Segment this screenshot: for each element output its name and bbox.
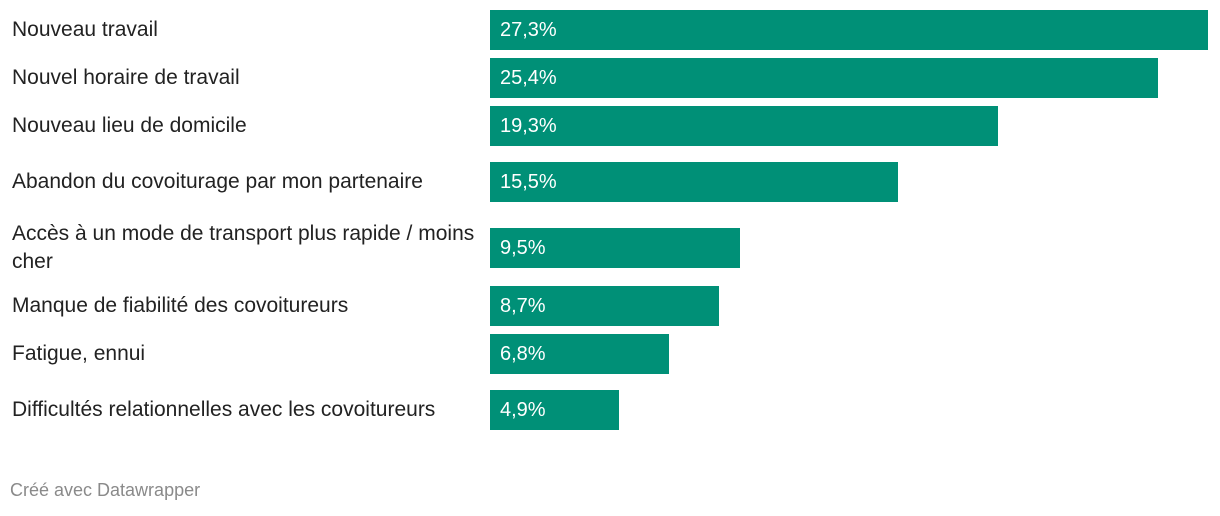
value-label: 19,3% (500, 115, 557, 137)
category-label: Fatigue, ennui (12, 342, 146, 365)
value-label: 15,5% (500, 171, 557, 193)
category-label: Nouvel horaire de travail (12, 66, 240, 89)
bar: 19,3% (490, 106, 998, 146)
category-label: Manque de fiabilité des covoitureurs (12, 294, 349, 317)
category-label: Nouveau travail (12, 18, 158, 41)
category-label: Difficultés relationnelles avec les covo… (12, 398, 436, 421)
value-label: 4,9% (500, 399, 546, 421)
category-label: Accès à un mode de transport plus rapide… (12, 222, 475, 273)
bar: 15,5% (490, 162, 898, 202)
value-label: 6,8% (500, 343, 546, 365)
bar-chart: Nouveau travail 27,3% Nouvel horaire de tr… (12, 10, 1208, 430)
credit-text: Créé avec Datawrapper (10, 480, 201, 500)
bar: 27,3% (490, 10, 1208, 50)
value-label: 27,3% (500, 19, 557, 41)
bar: 6,8% (490, 334, 669, 374)
category-label: Nouveau lieu de domicile (12, 114, 247, 137)
bar: 9,5% (490, 228, 740, 268)
bar: 4,9% (490, 390, 619, 430)
value-label: 25,4% (500, 67, 557, 89)
bar: 25,4% (490, 58, 1158, 98)
bar: 8,7% (490, 286, 719, 326)
value-label: 9,5% (500, 237, 546, 259)
value-label: 8,7% (500, 295, 546, 317)
category-label: Abandon du covoiturage par mon partenair… (12, 170, 423, 193)
